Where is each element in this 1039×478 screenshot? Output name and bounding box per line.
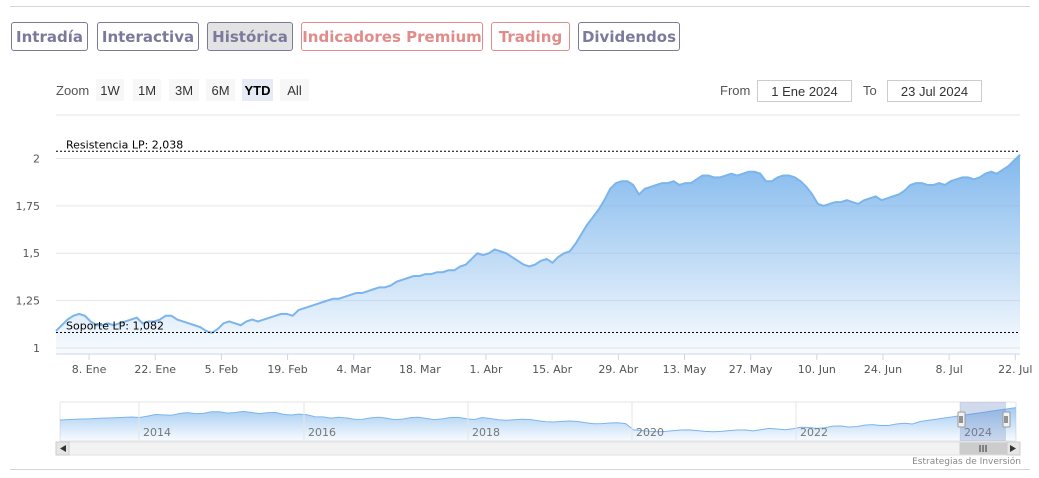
tab-hist-rica[interactable]: Histórica <box>207 22 293 51</box>
zoom-6m-button[interactable]: 6M <box>206 79 235 101</box>
series-fill <box>56 154 1020 354</box>
x-tick-label: 19. Feb <box>267 363 307 376</box>
tab-intrad-a[interactable]: Intradía <box>11 22 88 51</box>
to-date-input[interactable]: 23 Jul 2024 <box>887 80 982 102</box>
zoom-1m-button[interactable]: 1M <box>133 79 161 101</box>
y-axis: 1 1,25 1,5 1,75 2 <box>16 152 41 355</box>
navigator-year-label: 2014 <box>143 426 171 439</box>
navigator-year-label: 2016 <box>308 426 336 439</box>
x-tick-label: 18. Mar <box>399 363 441 376</box>
from-label: From <box>720 83 751 98</box>
scrollbar-track[interactable] <box>55 441 1021 456</box>
to-label: To <box>863 83 877 98</box>
navigator-line <box>59 407 1017 433</box>
tab-indicadores-premium[interactable]: Indicadores Premium <box>301 22 483 51</box>
series-area <box>55 153 1021 354</box>
x-tick-label: 22. Ene <box>134 363 176 376</box>
zoom-all-button[interactable]: All <box>280 79 309 101</box>
navigator-handle[interactable] <box>1002 411 1011 428</box>
x-tick-label: 4. Mar <box>336 363 371 376</box>
zoom-label: Zoom <box>56 83 90 98</box>
x-tick-label: 15. Abr <box>532 363 572 376</box>
x-tick-label: 27. May <box>729 363 773 376</box>
zoom-3m-button[interactable]: 3M <box>169 79 199 101</box>
navigator-frame <box>59 401 1017 442</box>
x-tick-label: 24. Jun <box>864 363 902 376</box>
y-tick-label: 1 <box>33 342 40 355</box>
x-tick-label: 22. Jul <box>998 363 1032 376</box>
zoom-ytd-button[interactable]: YTD <box>242 79 273 101</box>
y-tick-label: 2 <box>33 152 40 165</box>
annotation-lines: Resistencia LP: 2,038 Soporte LP: 1,082 <box>56 138 1020 333</box>
navigator: 2014 2016 2018 2020 2022 2024 <box>59 401 1017 442</box>
navigator-fill <box>60 407 1016 441</box>
navigator-year-label: 2022 <box>800 426 828 439</box>
tab-dividendos[interactable]: Dividendos <box>578 22 680 51</box>
scroll-right-button[interactable] <box>1006 441 1021 456</box>
scroll-left-button[interactable] <box>55 441 70 456</box>
triangle-right-icon <box>1010 445 1016 452</box>
series-line <box>55 153 1021 334</box>
chart-credit: Estrategias de Inversión <box>912 457 1021 467</box>
navigator-selection[interactable] <box>960 402 1006 441</box>
navigator-handle[interactable] <box>957 411 966 428</box>
x-tick-label: 8. Ene <box>72 363 107 376</box>
y-tick-label: 1,75 <box>16 200 41 213</box>
annotation-label: Soporte LP: 1,082 <box>66 319 164 332</box>
x-tick-label: 29. Abr <box>598 363 638 376</box>
scrollbar-thumb[interactable] <box>959 442 1007 455</box>
x-tick-label: 8. Jul <box>935 363 962 376</box>
from-date-input[interactable]: 1 Ene 2024 <box>757 80 852 102</box>
x-tick-label: 1. Abr <box>470 363 503 376</box>
x-axis: 8. Ene 22. Ene 5. Feb 19. Feb 4. Mar 18. Mar 1… <box>56 353 1032 376</box>
annotation-label: Resistencia LP: 2,038 <box>66 138 183 151</box>
navigator-year-label: 2024 <box>964 426 992 439</box>
y-tick-label: 1,5 <box>23 247 41 260</box>
x-tick-label: 5. Feb <box>205 363 238 376</box>
navigator-year-label: 2018 <box>472 426 500 439</box>
x-tick-label: 13. May <box>663 363 707 376</box>
gridlines <box>56 157 1020 349</box>
x-tick-label: 10. Jun <box>798 363 836 376</box>
tab-interactiva[interactable]: Interactiva <box>97 22 199 51</box>
triangle-left-icon <box>60 445 66 452</box>
zoom-1w-button[interactable]: 1W <box>96 79 124 101</box>
y-tick-label: 1,25 <box>16 295 41 308</box>
scrollbar <box>55 441 1021 456</box>
bottom-divider <box>10 469 1030 470</box>
tab-trading[interactable]: Trading <box>491 22 570 51</box>
navigator-year-label: 2020 <box>636 426 664 439</box>
top-divider <box>10 6 1030 7</box>
